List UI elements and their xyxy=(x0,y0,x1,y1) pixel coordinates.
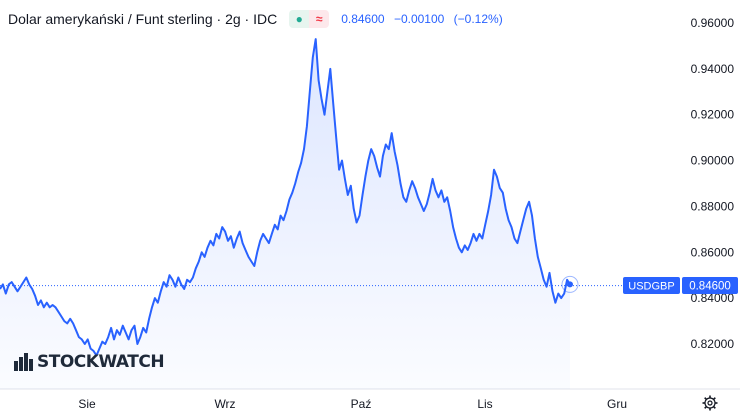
price-label: USDGBP 0.84600 xyxy=(623,277,738,294)
y-tick-label: 0.86000 xyxy=(691,245,735,259)
logo-text: STOCKWATCH xyxy=(37,352,165,372)
price-change-percent: (−0.12%) xyxy=(453,12,503,26)
stockwatch-logo: STOCKWATCH xyxy=(14,352,165,372)
x-tick-label: Lis xyxy=(477,397,492,411)
y-tick-label: 0.82000 xyxy=(691,337,735,351)
symbol-label: USDGBP xyxy=(628,281,674,293)
price-value-label: 0.84600 xyxy=(689,281,731,293)
x-tick-label: Gru xyxy=(607,397,627,411)
price-info: 0.84600 −0.00100 (−0.12%) xyxy=(341,12,509,26)
y-tick-label: 0.84000 xyxy=(691,291,735,305)
price-value-label-bg xyxy=(682,277,738,294)
chart-header: Dolar amerykański / Funt sterling · 2g ·… xyxy=(8,9,509,29)
x-tick-label: Wrz xyxy=(214,397,235,411)
x-tick-label: Paź xyxy=(351,397,372,411)
symbol-title[interactable]: Dolar amerykański / Funt sterling · 2g ·… xyxy=(8,11,278,27)
time-axis[interactable]: Sie Wrz Paź Lis Gru xyxy=(78,397,627,411)
logo-bars-icon xyxy=(14,353,33,371)
last-price-dot xyxy=(567,281,573,288)
last-price: 0.84600 xyxy=(341,12,385,26)
market-open-badge[interactable]: ● xyxy=(289,10,310,28)
y-tick-label: 0.92000 xyxy=(691,108,735,122)
price-change: −0.00100 xyxy=(393,12,445,26)
price-axis[interactable]: 0.96000 0.94000 0.92000 0.90000 0.88000 0.860… xyxy=(691,16,735,351)
price-line xyxy=(0,38,571,357)
x-tick-label: Sie xyxy=(78,397,96,411)
y-tick-label: 0.90000 xyxy=(691,154,735,168)
price-area-fill xyxy=(0,39,570,389)
symbol-label-bg xyxy=(623,277,680,294)
status-badges: ● ≈ xyxy=(289,10,330,28)
y-tick-label: 0.88000 xyxy=(691,199,735,213)
delayed-data-badge[interactable]: ≈ xyxy=(309,10,330,28)
y-tick-label: 0.94000 xyxy=(691,62,735,76)
y-tick-label: 0.96000 xyxy=(691,16,735,30)
last-price-pulse xyxy=(561,275,579,293)
gear-icon[interactable] xyxy=(702,395,718,411)
